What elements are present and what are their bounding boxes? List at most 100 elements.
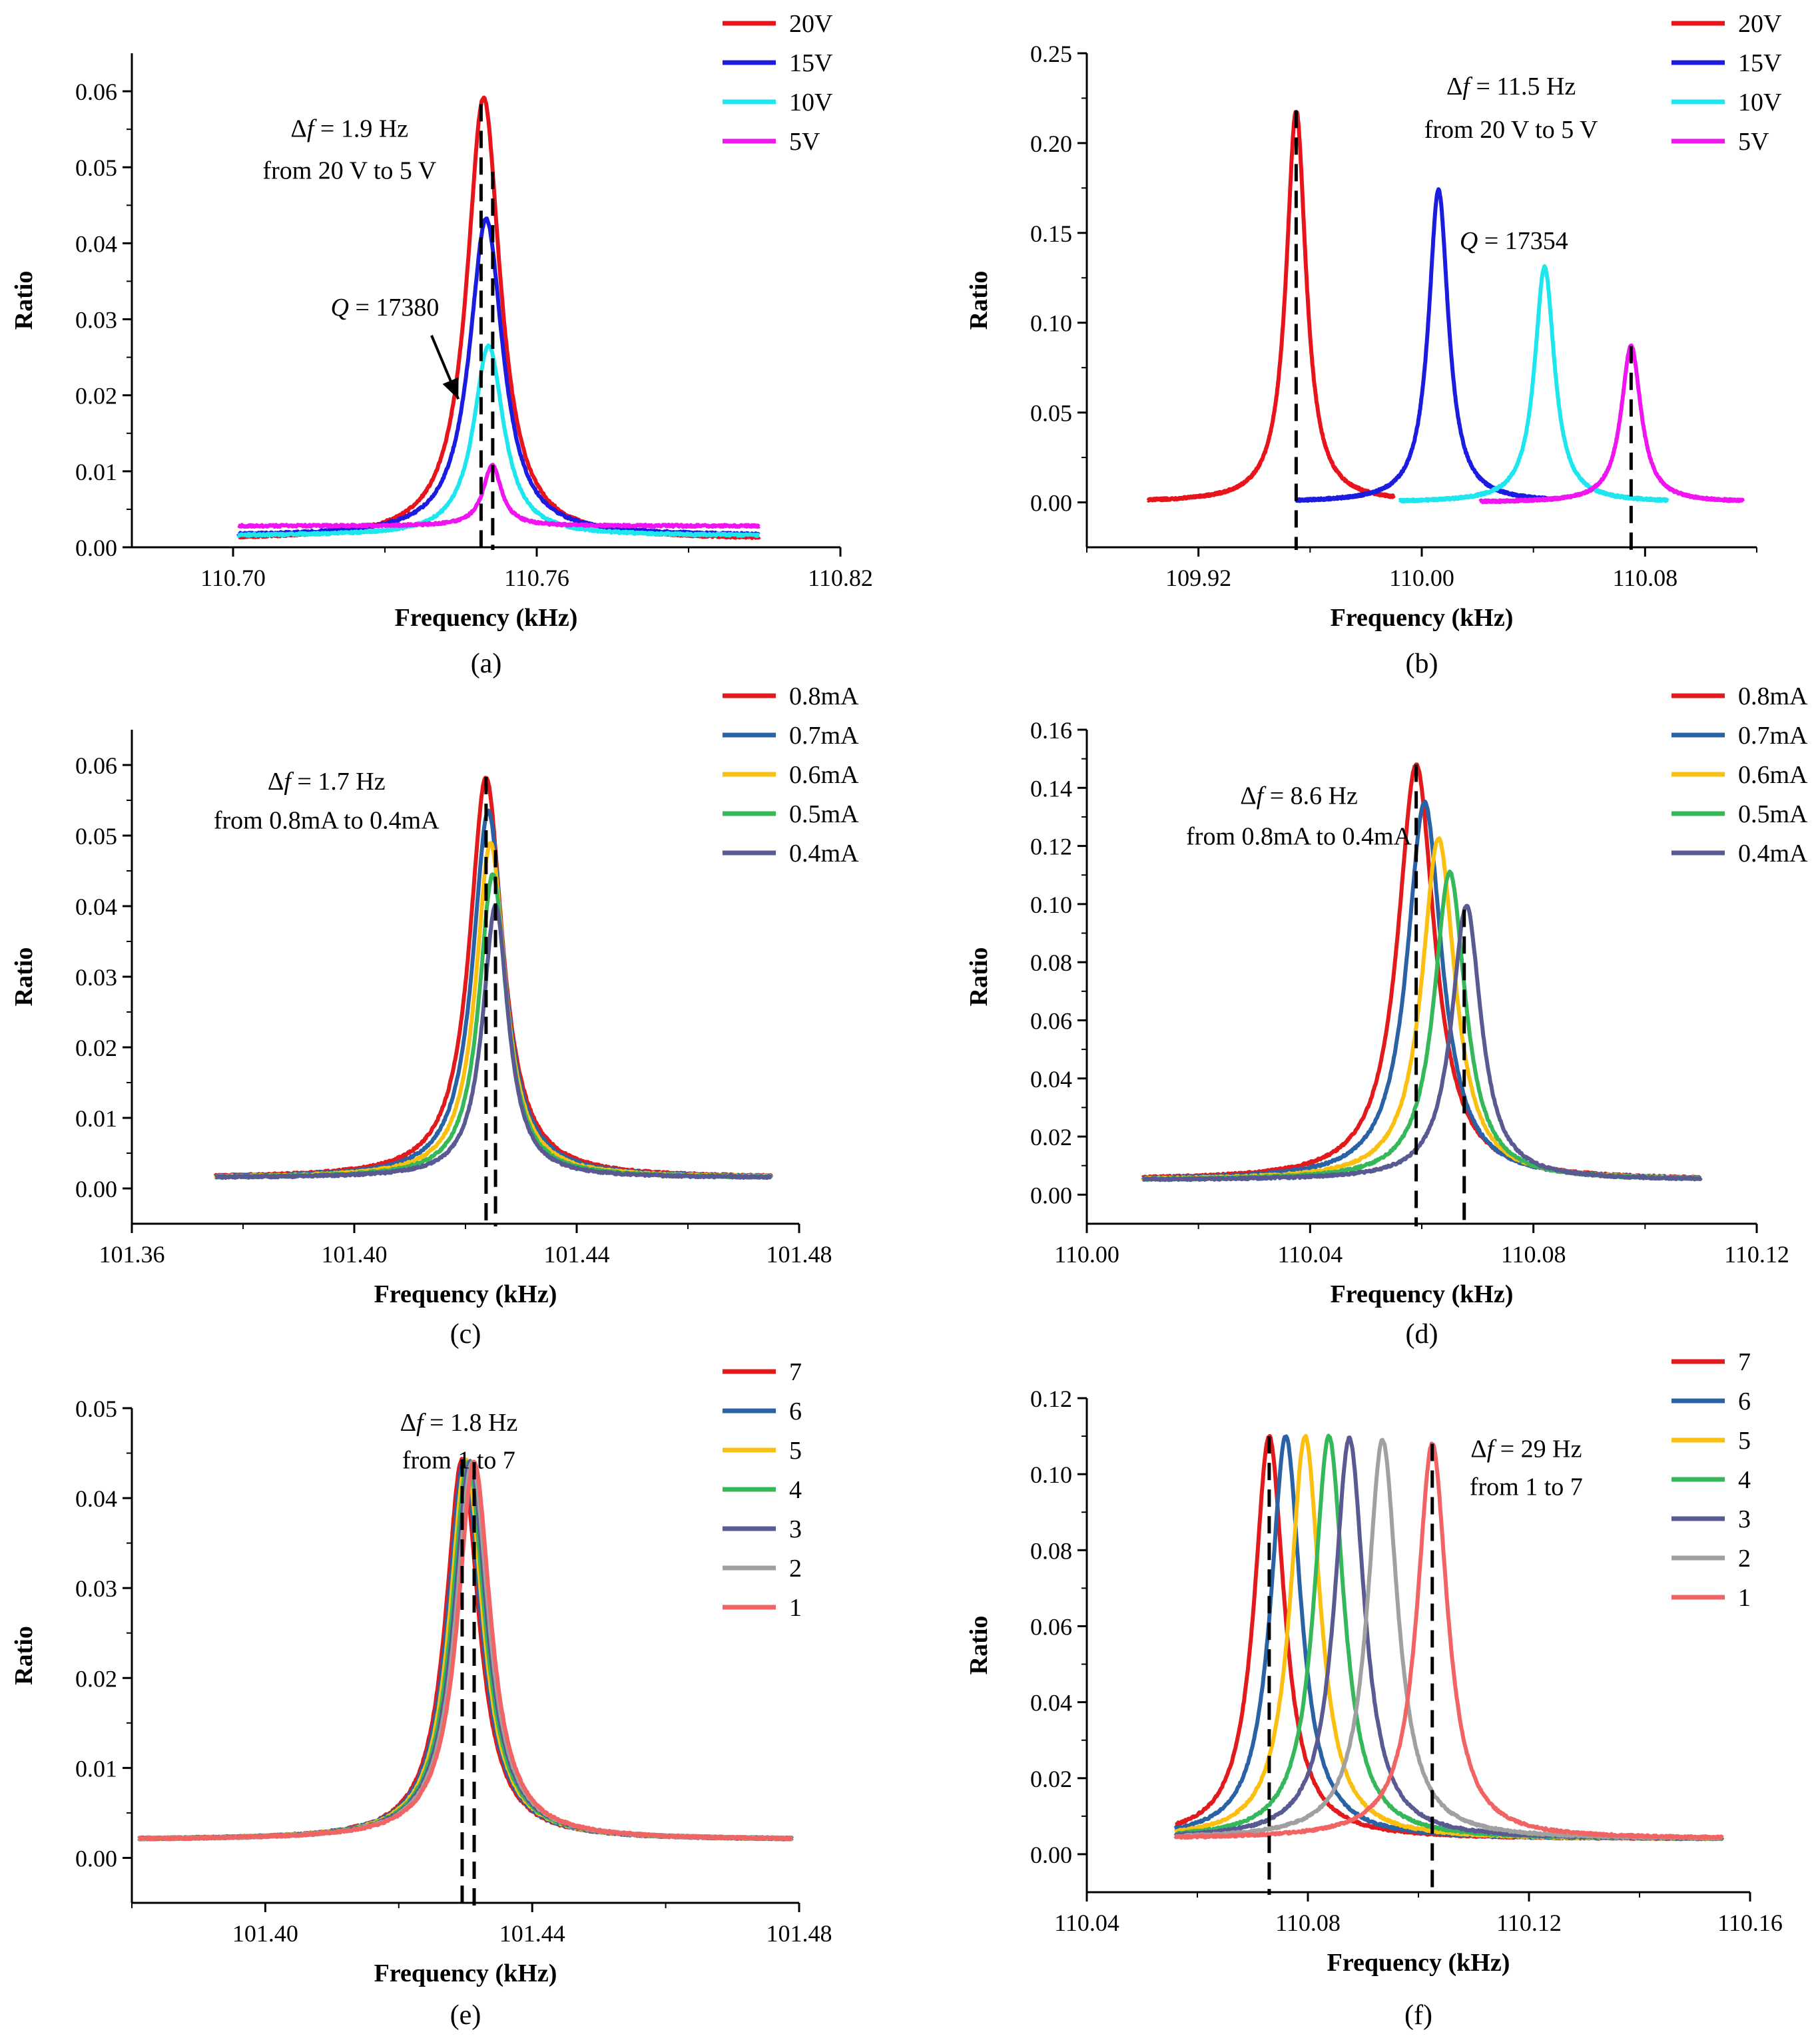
x-tick-label: 110.08: [1275, 1910, 1341, 1936]
y-tick-label: 0.05: [75, 823, 117, 850]
series-line-0.4mA: [1141, 903, 1703, 1182]
x-tick-label: 110.12: [1724, 1241, 1789, 1268]
legend-label-10V: 10V: [789, 89, 833, 117]
annotation-2: from 0.8mA to 0.4mA: [1186, 822, 1412, 850]
legend-label-4: 4: [789, 1476, 802, 1504]
x-tick-label: 101.40: [232, 1920, 298, 1947]
y-tick-label: 0.10: [1030, 310, 1072, 337]
legend-label-0.5mA: 0.5mA: [1738, 800, 1808, 828]
annotation-3: Q = 17380: [331, 294, 440, 322]
y-tick-label: 0.06: [1030, 1007, 1072, 1034]
y-tick-label: 0.16: [1030, 717, 1072, 744]
y-tick-label: 0.06: [75, 752, 117, 779]
legend-label-0.6mA: 0.6mA: [789, 761, 859, 789]
annotation-1: Δf = 29 Hz: [1470, 1435, 1582, 1463]
panel-label: (c): [450, 1319, 481, 1350]
y-tick-label: 0.05: [1030, 400, 1072, 427]
x-tick-label: 110.76: [504, 565, 569, 591]
x-tick-label: 110.12: [1496, 1910, 1562, 1936]
series-line-5V: [236, 463, 761, 529]
x-axis-title: Frequency (kHz): [1331, 1280, 1514, 1308]
y-tick-label: 0.03: [75, 307, 117, 334]
series-line-0.6mA: [1141, 836, 1703, 1182]
legend-label-5V: 5V: [1738, 128, 1769, 156]
series-line-10V: [236, 343, 761, 538]
annotation-3: Q = 17354: [1460, 227, 1568, 255]
y-tick-label: 0.04: [1030, 1066, 1072, 1093]
y-tick-label: 0.01: [75, 1105, 117, 1132]
y-tick-label: 0.02: [1030, 1766, 1072, 1792]
series-line-0.5mA: [1141, 870, 1703, 1182]
legend-label-3: 3: [1738, 1505, 1751, 1533]
y-axis-title: Ratio: [10, 1626, 38, 1685]
x-axis-title: Frequency (kHz): [395, 604, 578, 632]
y-axis-title: Ratio: [10, 271, 38, 330]
legend-label-6: 6: [1738, 1388, 1751, 1415]
legend-label-5: 5: [789, 1437, 802, 1465]
x-tick-label: 110.00: [1389, 565, 1454, 591]
series-line-1: [137, 1459, 794, 1842]
x-tick-label: 110.08: [1501, 1241, 1566, 1268]
x-tick-label: 110.82: [808, 565, 873, 591]
legend-label-20V: 20V: [789, 10, 833, 38]
y-tick-label: 0.25: [1030, 41, 1072, 67]
x-tick-label: 101.44: [499, 1920, 565, 1947]
chart-panel-2: 0.00 0.05 0.10 0.15 0.20 0.25 109.92 110.00 110.…: [965, 10, 1782, 679]
annotation-1: Δf = 8.6 Hz: [1240, 782, 1358, 810]
legend-label-0.8mA: 0.8mA: [1738, 682, 1808, 710]
legend-label-0.4mA: 0.4mA: [1738, 840, 1808, 868]
legend-label-5: 5: [1738, 1427, 1751, 1455]
chart-panel-4: 0.00 0.02 0.04 0.06 0.08 0.10 0.12 0.14 0.16 110.…: [965, 682, 1808, 1350]
annotation-2: from 20 V to 5 V: [262, 156, 436, 184]
x-tick-label: 110.16: [1717, 1910, 1783, 1936]
x-tick-label: 101.36: [99, 1241, 165, 1268]
x-axis-title: Frequency (kHz): [374, 1959, 557, 1987]
annotation-2: from 1 to 7: [1470, 1473, 1583, 1501]
chart-panel-1: 0.00 0.01 0.02 0.03 0.04 0.05 0.06 110.70 110.76…: [10, 10, 873, 679]
panel-label: (b): [1406, 648, 1438, 679]
x-tick-label: 110.00: [1054, 1241, 1119, 1268]
panel-label: (a): [471, 648, 502, 679]
series-line-20V: [1146, 109, 1396, 503]
y-tick-label: 0.02: [75, 1035, 117, 1061]
legend-label-0.7mA: 0.7mA: [1738, 722, 1808, 750]
y-tick-label: 0.02: [1030, 1124, 1072, 1150]
legend-label-0.5mA: 0.5mA: [789, 800, 859, 828]
annotation-2: from 0.8mA to 0.4mA: [214, 806, 440, 834]
legend-label-0.4mA: 0.4mA: [789, 840, 859, 868]
series-line-1: [1173, 1441, 1724, 1841]
y-tick-label: 0.01: [75, 459, 117, 485]
y-tick-label: 0.05: [75, 154, 117, 181]
y-tick-label: 0.06: [75, 79, 117, 105]
y-axis-title: Ratio: [10, 947, 38, 1007]
x-tick-label: 101.40: [322, 1241, 388, 1268]
annotation-1: Δf = 1.9 Hz: [290, 115, 408, 143]
panel-label: (e): [450, 2000, 481, 2031]
y-tick-label: 0.02: [75, 1665, 117, 1692]
legend-label-15V: 15V: [789, 49, 833, 77]
x-axis-title: Frequency (kHz): [1331, 604, 1514, 632]
legend-label-2: 2: [1738, 1545, 1751, 1573]
x-tick-label: 101.48: [766, 1920, 832, 1947]
y-tick-label: 0.04: [1030, 1690, 1072, 1716]
x-tick-label: 110.08: [1612, 565, 1677, 591]
y-tick-label: 0.10: [1030, 1461, 1072, 1488]
y-axis-title: Ratio: [965, 271, 993, 330]
legend-label-5V: 5V: [789, 128, 820, 156]
y-tick-label: 0.15: [1030, 220, 1072, 247]
x-tick-label: 101.44: [544, 1241, 610, 1268]
legend-label-10V: 10V: [1738, 89, 1782, 117]
chart-panel-3: 0.00 0.01 0.02 0.03 0.04 0.05 0.06 101.36 101.40…: [10, 682, 859, 1350]
x-axis-title: Frequency (kHz): [1327, 1949, 1510, 1977]
y-tick-label: 0.08: [1030, 949, 1072, 976]
y-tick-label: 0.00: [1030, 490, 1072, 517]
annotation-1: Δf = 1.8 Hz: [400, 1409, 518, 1437]
series-line-0.6mA: [214, 841, 773, 1180]
y-tick-label: 0.06: [1030, 1613, 1072, 1640]
legend-label-0.8mA: 0.8mA: [789, 682, 859, 710]
y-axis-title: Ratio: [965, 947, 993, 1007]
legend-label-7: 7: [1738, 1348, 1751, 1376]
y-tick-label: 0.03: [75, 1575, 117, 1602]
y-tick-label: 0.20: [1030, 130, 1072, 157]
